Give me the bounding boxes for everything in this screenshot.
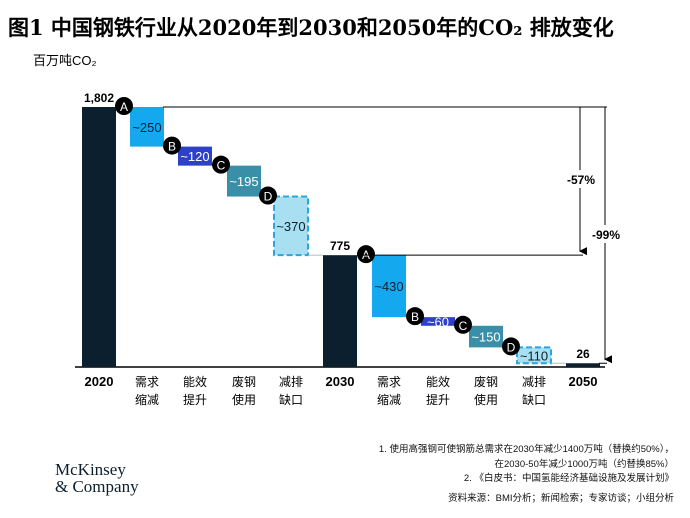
step-label-D: ~110 xyxy=(520,348,548,363)
step-bar-B xyxy=(421,317,455,326)
category-label: 提升 xyxy=(426,392,450,407)
category-label: 缩减 xyxy=(135,392,159,407)
step-bar-D xyxy=(516,346,552,365)
category-label: 2020 xyxy=(85,374,114,389)
step-label-C: ~195 xyxy=(229,174,258,189)
marker-circle-B xyxy=(163,136,181,155)
marker-letter-B: B xyxy=(411,310,419,324)
category-label: 减排 xyxy=(279,375,303,389)
annotation-bg xyxy=(563,170,599,188)
step-label-C: ~150 xyxy=(471,330,500,345)
step-label-B: ~120 xyxy=(180,149,209,164)
total-label-2050: 26 xyxy=(576,347,590,361)
step-label-D: ~370 xyxy=(276,219,305,234)
marker-circle-A xyxy=(357,245,375,264)
category-label: 需求 xyxy=(377,375,401,389)
category-label: 使用 xyxy=(232,392,256,407)
marker-letter-D: D xyxy=(264,190,273,204)
step-bar-D xyxy=(273,195,309,257)
marker-circle-C xyxy=(454,315,472,334)
source-note: 资料来源：BMI分析；新闻检索；专家访谈；小组分析 xyxy=(448,492,674,504)
category-label: 使用 xyxy=(474,392,498,407)
mckinsey-logo: McKinsey & Company xyxy=(55,461,139,495)
category-label: 提升 xyxy=(183,392,207,407)
annotation-99: -99% xyxy=(592,228,620,242)
category-label: 需求 xyxy=(135,375,159,389)
category-label: 废钢 xyxy=(474,374,498,389)
chart-title: 图1 中国钢铁行业从2020年到2030和2050年的CO₂ 排放变化 xyxy=(8,15,614,40)
category-label: 能效 xyxy=(183,374,207,389)
total-bar-2030 xyxy=(323,255,357,367)
waterfall-chart: 1,80277526~250A~120B~195C~370D~430A~60B~… xyxy=(75,91,624,407)
marker-circle-D xyxy=(502,337,520,356)
step-bar-C xyxy=(227,165,261,197)
category-label: 废钢 xyxy=(232,374,256,389)
marker-circle-A xyxy=(115,97,133,115)
footnote-1-cont: 在2030-50年减少1000万吨（约替换85%） xyxy=(494,458,674,470)
step-bar-A xyxy=(372,255,406,318)
footnotes: 1. 使用高强钢可使钢筋总需求在2030年减少1400万吨（替换约50%）， 在… xyxy=(379,443,674,506)
annotation-bg xyxy=(588,225,624,243)
step-label-A: ~430 xyxy=(374,279,403,294)
category-label: 2050 xyxy=(569,374,598,389)
total-label-2030: 775 xyxy=(330,239,350,253)
footnote-1: 1. 使用高强钢可使钢筋总需求在2030年减少1400万吨（替换约50%）， xyxy=(378,444,674,455)
step-label-A: ~250 xyxy=(132,120,161,135)
marker-letter-C: C xyxy=(217,159,226,173)
category-label: 缩减 xyxy=(377,392,401,407)
total-bar-2020 xyxy=(82,107,116,367)
unit-label: 百万吨CO₂ xyxy=(33,53,97,68)
total-bar-2050 xyxy=(566,363,600,367)
step-label-B: ~60 xyxy=(427,314,449,329)
step-bar-A xyxy=(130,107,164,147)
marker-letter-D: D xyxy=(507,340,516,354)
step-bar-B xyxy=(178,146,212,166)
marker-letter-A: A xyxy=(120,100,128,114)
category-label: 能效 xyxy=(426,374,450,389)
category-label: 2030 xyxy=(326,374,355,389)
total-label-2020: 1,802 xyxy=(84,91,114,105)
category-label: 缺口 xyxy=(279,392,303,407)
category-label: 缺口 xyxy=(522,392,546,407)
step-bar-C xyxy=(469,325,503,348)
marker-circle-C xyxy=(212,155,230,174)
footnote-2: 2. 《白皮书：中国氢能经济基础设施及发展计划》 xyxy=(463,473,674,484)
marker-circle-D xyxy=(259,186,277,205)
annotation-57: -57% xyxy=(567,173,595,187)
marker-letter-C: C xyxy=(459,319,468,333)
marker-letter-B: B xyxy=(168,140,176,154)
logo-line-1: McKinsey xyxy=(55,460,126,479)
logo-line-2: & Company xyxy=(55,477,139,496)
category-label: 减排 xyxy=(522,375,546,389)
marker-circle-B xyxy=(406,307,424,326)
